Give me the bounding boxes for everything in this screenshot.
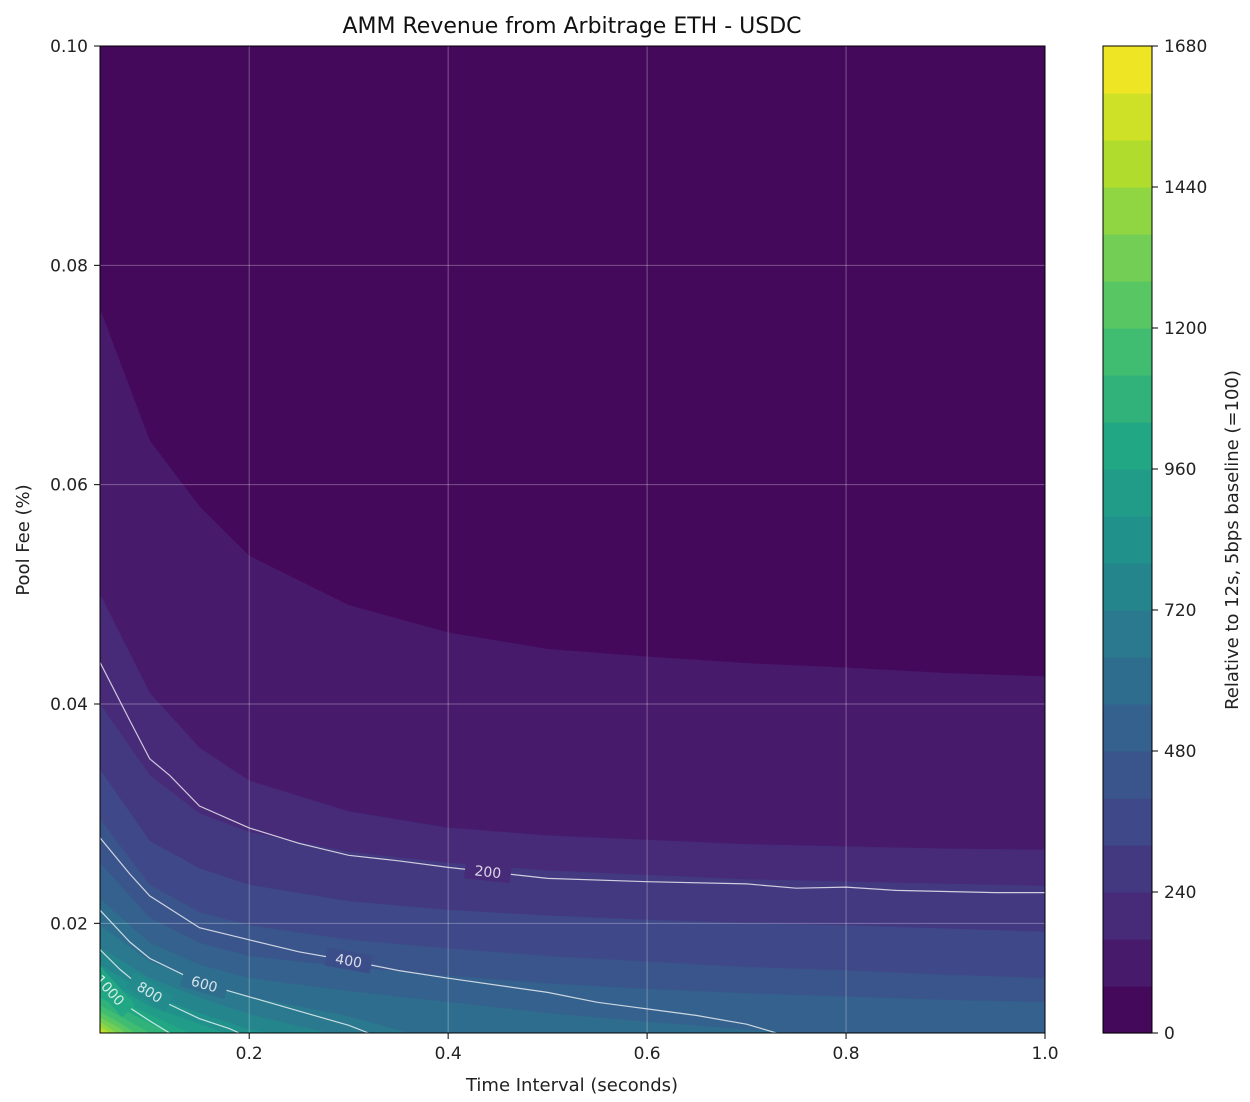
contour-label-bg (125, 972, 174, 1012)
y-tick-label: 0.02 (50, 914, 88, 934)
colorbar-band (1103, 469, 1152, 517)
colorbar (1103, 46, 1152, 1034)
plot-frame (99, 45, 1046, 1034)
colorbar-ticks: 0 240 480 720 960 1200 1440 1680 (1152, 37, 1207, 1044)
colorbar-band (1103, 704, 1152, 752)
colorbar-band (1103, 375, 1152, 423)
colorbar-frame (1102, 45, 1153, 1034)
y-tick-label: 0.08 (50, 256, 88, 276)
y-tick-label: 0.10 (50, 37, 88, 57)
x-axis-label: Time Interval (seconds) (465, 1075, 678, 1096)
contour-label-bg (100, 963, 136, 1017)
colorbar-band (1103, 328, 1152, 376)
colorbar-band (1103, 751, 1152, 799)
colorbar-tick-label: 1440 (1164, 178, 1207, 198)
contour-line-800 (100, 949, 240, 1033)
contour-label-bg (179, 969, 229, 999)
colorbar-band (1103, 845, 1152, 893)
colorbar-tick-label: 1200 (1164, 319, 1207, 339)
colorbar-band (1103, 422, 1152, 470)
colorbar-tick-label: 480 (1164, 742, 1196, 762)
colorbar-tick-label: 960 (1164, 460, 1196, 480)
colorbar-band (1103, 46, 1152, 94)
x-tick-label: 0.6 (634, 1044, 661, 1064)
y-axis-label: Pool Fee (%) (13, 484, 34, 595)
colorbar-band (1103, 892, 1152, 940)
colorbar-tick-label: 1680 (1164, 37, 1207, 57)
colorbar-band (1103, 93, 1152, 141)
x-tick-label: 0.8 (833, 1044, 860, 1064)
colorbar-label: Relative to 12s, 5bps baseline (=100) (1222, 370, 1243, 710)
colorbar-tick-label: 720 (1164, 601, 1196, 621)
colorbar-band (1103, 657, 1152, 705)
colorbar-tick-label: 0 (1164, 1024, 1175, 1044)
colorbar-band (1103, 187, 1152, 235)
contour-label-600: 600 (189, 974, 219, 997)
chart-title: AMM Revenue from Arbitrage ETH - USDC (343, 14, 802, 39)
contour-band-560 (100, 898, 797, 1033)
y-tick-label: 0.06 (50, 476, 88, 496)
colorbar-band (1103, 281, 1152, 329)
colorbar-band (1103, 234, 1152, 282)
contour-label-bg (464, 860, 512, 884)
contour-label-200: 200 (474, 863, 502, 882)
colorbar-band (1103, 798, 1152, 846)
colorbar-band (1103, 516, 1152, 564)
colorbar-band (1103, 563, 1152, 611)
colorbar-tick-label: 240 (1164, 883, 1196, 903)
colorbar-band (1103, 610, 1152, 658)
colorbar-band (1103, 986, 1152, 1034)
contour-label-bg (324, 947, 373, 974)
x-tick-label: 1.0 (1031, 1044, 1058, 1064)
x-tick-label: 0.2 (236, 1044, 263, 1064)
x-tick-label: 0.4 (435, 1044, 462, 1064)
colorbar-band (1103, 140, 1152, 188)
y-tick-label: 0.04 (50, 695, 88, 715)
y-axis: 0.02 0.04 0.06 0.08 0.10 (50, 37, 100, 934)
contour-label-400: 400 (334, 951, 363, 971)
contour-band-1520 (100, 1029, 106, 1033)
contour-line-200 (100, 662, 1045, 894)
x-axis: 0.2 0.4 0.6 0.8 1.0 (236, 1033, 1059, 1064)
colorbar-band (1103, 939, 1152, 987)
contour-line-400 (100, 837, 777, 1033)
contour-fills (100, 46, 1045, 1033)
